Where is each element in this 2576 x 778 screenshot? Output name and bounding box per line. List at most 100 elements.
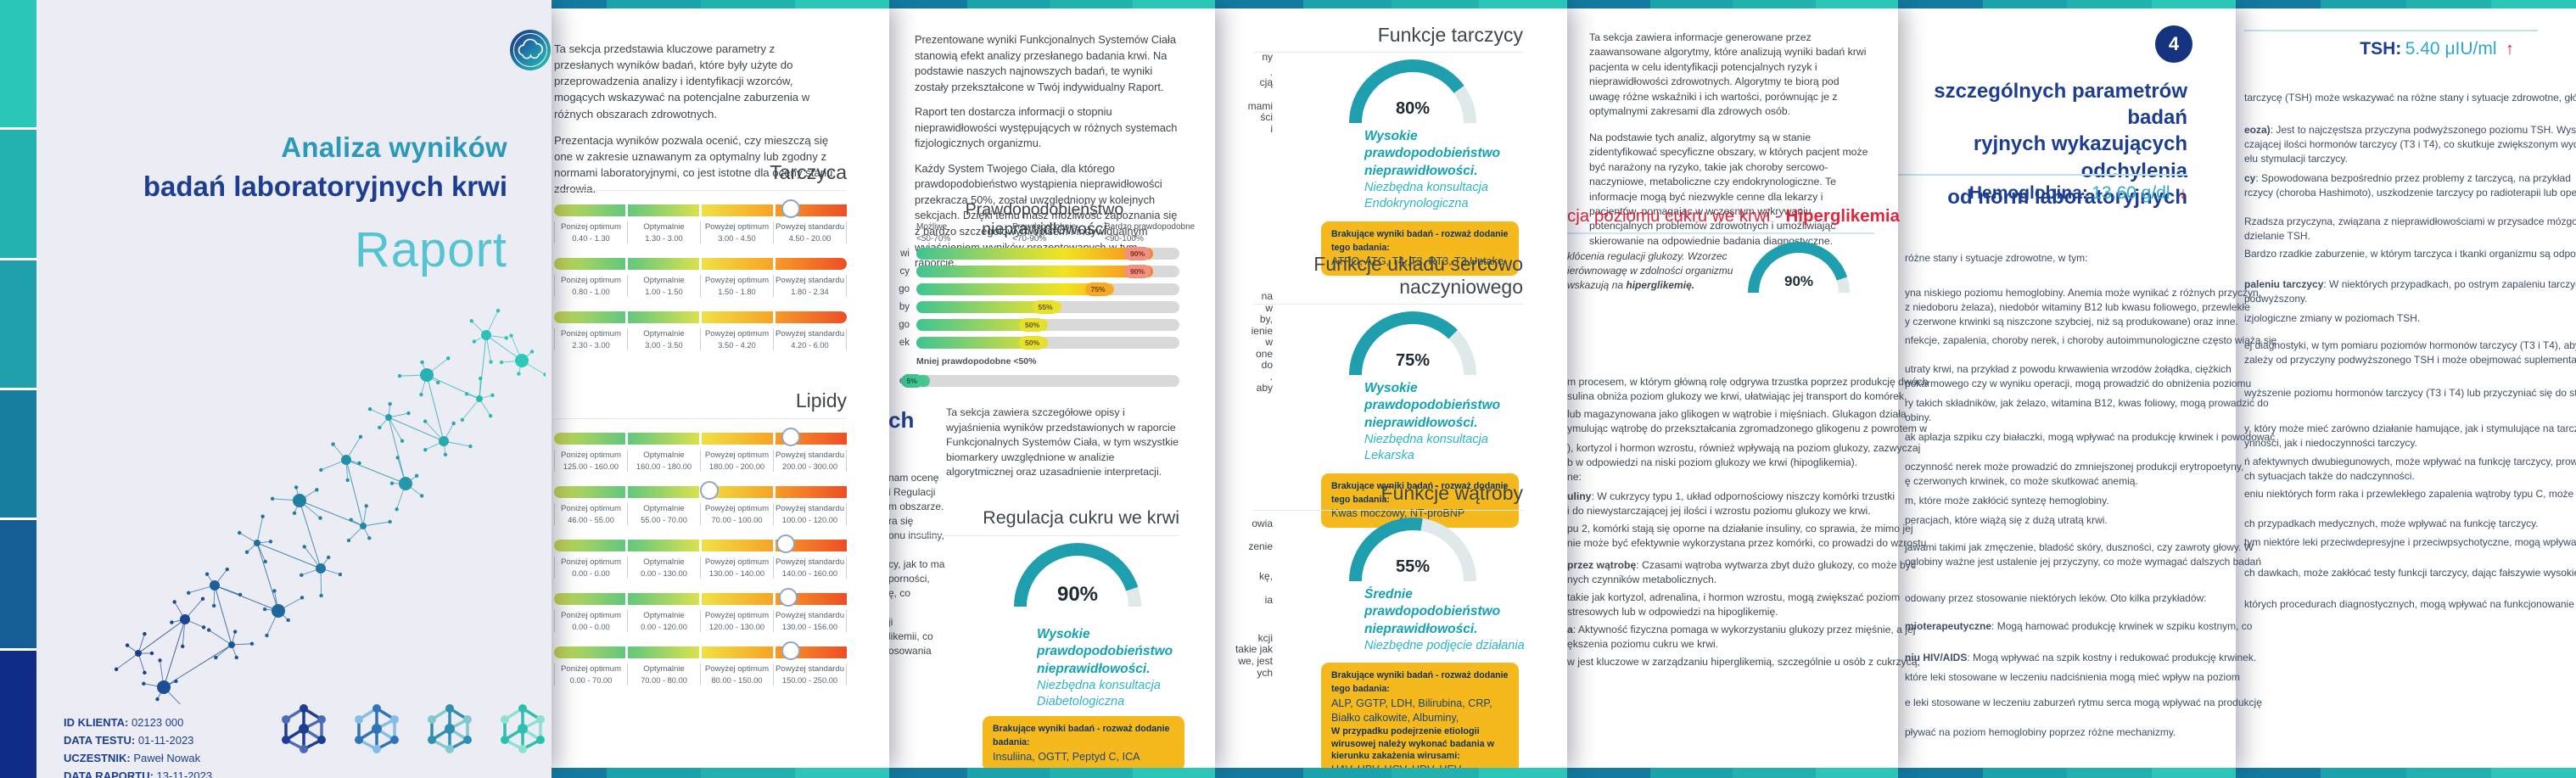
range-cell: Powyżej optimum 120.00 - 130.00 (700, 610, 773, 632)
page-number-badge: 4 (2155, 25, 2192, 63)
tsh-result: TSH: 5.40 μIU/ml ↑ (2236, 39, 2514, 59)
report-title-line1: Analiza wyników (281, 132, 507, 163)
hemoglobin-result: Hemoglobina: 13.60 g/dl ↓ (1898, 183, 2187, 204)
report-title-line2: badań laboratoryjnych krwi (143, 171, 507, 202)
range-cell: Poniżej optimum 0.40 - 1.30 (554, 221, 627, 243)
range-labels: Poniżej optimum 46.00 - 55.00 Optymalnie 55… (554, 503, 847, 525)
system-captions: Wysokie prawdopodobieństwo nieprawidłowośc… (1364, 128, 1567, 213)
cover-stripe (0, 0, 36, 128)
page-edge-segment (1479, 0, 1567, 8)
range-label: Optymalnie (643, 329, 685, 339)
glucose-gauge-captions: Wysokie prawdopodobieństwo nieprawidłowośc… (1037, 626, 1173, 711)
clipped-body-line: m procesem, w którym główną rolę odgrywa… (1567, 376, 1929, 388)
result-marker (781, 641, 801, 660)
chart-bar-label: by (899, 301, 910, 312)
molecule-icon (282, 704, 326, 753)
report-title-line3: Raport (354, 222, 507, 277)
chart-bar-value: 90% (1124, 246, 1151, 260)
deviations-heading: szczególnych parametrów badań ryjnych wy… (1898, 78, 2187, 210)
range-segment (702, 204, 773, 216)
page-edge-segment (607, 0, 701, 8)
range-label: Powyżej standardu (775, 329, 845, 339)
range-values: 80.00 - 150.00 (711, 676, 763, 685)
range-values: 2.30 - 3.00 (572, 341, 610, 350)
gauge-value: 75% (1395, 350, 1431, 370)
range-cell: Poniżej optimum 0.00 - 0.00 (554, 557, 627, 579)
advice-caption-line: Niezbędna konsultacja (1037, 679, 1161, 693)
system-captions: Wysokie prawdopodobieństwo nieprawidłowośc… (1364, 380, 1567, 465)
range-cell: Powyżej optimum 3.50 - 4.20 (700, 328, 773, 350)
range-cell: Powyżej standardu 150.00 - 250.00 (773, 663, 847, 686)
clipped-body-line: przez wątrobę: Czasami wątroba wytwarza … (1567, 559, 1916, 571)
heading-line: szczególnych parametrów badań (1934, 80, 2187, 130)
clipped-text-fragment: by, (1259, 313, 1273, 325)
range-label: Optymalnie (643, 611, 685, 620)
range-bar: Poniżej optimum 125.00 - 160.00 Optymalnie… (554, 428, 847, 472)
range-cell: Poniżej optimum 0.00 - 0.00 (554, 610, 627, 632)
clipped-body-line: jawami takimi jak zmęczenie, bladość skó… (1905, 541, 2254, 553)
range-values: 3.00 - 3.50 (645, 341, 683, 350)
clipped-body-line: eniu niektórych form raka i przewlekłego… (2244, 488, 2574, 500)
range-label: Optymalnie (643, 276, 685, 285)
page-edge-segment (1391, 768, 1480, 778)
cloud-icon (518, 38, 544, 59)
intro-paragraph: Raport ten dostarcza informacji o stopni… (915, 105, 1178, 150)
clipped-text-fragment: i (1270, 123, 1273, 135)
page-edge-segment (1215, 0, 1303, 8)
range-segment (702, 311, 773, 323)
intro-paragraph: Ta sekcja zawiera informacje generowane … (1589, 31, 1867, 118)
range-segment (628, 540, 699, 551)
logo-ring-icon (513, 33, 547, 67)
clipped-body-line: nie może być efektywnie wykorzystana prz… (1567, 537, 1927, 549)
range-values: 46.00 - 55.00 (568, 516, 614, 524)
brand-logo (510, 30, 551, 70)
range-segment (702, 540, 773, 551)
clipped-text-fragment: w (1265, 302, 1273, 314)
heading-line: ryjnych wykazujących odchylenia (1973, 132, 2187, 182)
result-caption-line: nieprawidłowości. (1037, 661, 1151, 676)
range-segment (776, 258, 847, 270)
clipped-body-line: ch sytuacjach także do nadczynności. (2244, 470, 2415, 482)
intro-paragraph: Ta sekcja przedstawia kluczowe parametry… (554, 42, 810, 120)
gauge-value: 90% (1056, 582, 1099, 606)
clipped-text-fragment: ych (1257, 667, 1273, 679)
system-box-wrap: Brakujące wyniki badań - rozważ dodanie … (1321, 221, 1519, 277)
clipped-text-fragment: ienie (1251, 325, 1273, 337)
clipped-text-fragment: zenie (1248, 540, 1273, 552)
clipped-body-line: rczycy (choroba Hashimoto), uszkodzenie … (2244, 187, 2576, 199)
heading-line: od norm laboratoryjnych (1947, 185, 2187, 209)
page-edge-segment (2321, 768, 2406, 778)
molecule-icon (428, 704, 472, 753)
range-label: Optymalnie (643, 664, 685, 674)
range-values: 0.00 - 70.00 (569, 676, 613, 685)
range-cell: Poniżej optimum 0.80 - 1.00 (554, 275, 627, 297)
range-label: Optymalnie (643, 222, 685, 232)
range-values: 160.00 - 180.00 (636, 462, 692, 471)
pattern-summary-line: wskazują na hiperglikemię. (1567, 279, 1695, 292)
range-values: 180.00 - 200.00 (708, 462, 765, 471)
participant-row: UCZESTNIK: Paweł Nowak (64, 749, 212, 767)
clipped-body-line: czającej ilości hormonów tarczycy (T3 i … (2244, 138, 2576, 150)
bold-lead: mioterapeutyczne (1905, 620, 1992, 632)
chart-bar-fill (916, 247, 1153, 260)
probability-gauge: 90% (1014, 543, 1141, 607)
range-values: 200.00 - 300.00 (781, 462, 838, 471)
page-edge-segment (1302, 0, 1392, 8)
result-caption-line: prawdopodobieństwo (1364, 604, 1501, 619)
clipped-text-fragment: ji (888, 616, 893, 628)
legend-range: <50-70% (916, 234, 951, 243)
probability-gauge: 80% (1349, 59, 1476, 123)
page-edge-segment (2151, 768, 2236, 778)
bold-lead: przez wątrobę (1567, 559, 1637, 571)
range-label: Powyżej standardu (775, 664, 845, 674)
range-cell: Powyżej optimum 130.00 - 140.00 (700, 557, 773, 579)
page-edge-segment (2067, 0, 2152, 8)
page-edge-bottom (1567, 768, 1898, 778)
range-segment (554, 646, 625, 658)
clipped-body-line: peracjach, które wiążą się z dużą utratą… (1905, 514, 2108, 526)
range-labels: Poniżej optimum 0.40 - 1.30 Optymalnie 1.30… (554, 221, 847, 243)
range-labels: Poniżej optimum 0.00 - 70.00 Optymalnie 70.… (554, 663, 847, 686)
clipped-body-line: zależy od przyczyny podwyższonego TSH i … (2244, 354, 2576, 366)
range-segment (554, 593, 625, 605)
clipped-text-fragment: we, jest (1238, 655, 1273, 667)
